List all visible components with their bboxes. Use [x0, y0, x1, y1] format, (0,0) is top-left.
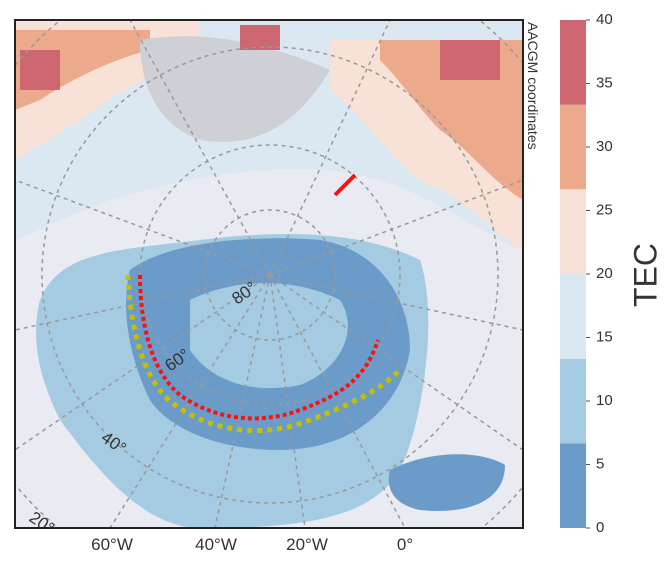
- boundary-markers: [333, 173, 357, 197]
- patch: [388, 454, 505, 511]
- colorbar-tick-label: 0: [596, 519, 604, 536]
- colorbar-label: TEC: [627, 243, 663, 307]
- map-frame: [14, 19, 524, 529]
- graticule: [15, 20, 523, 528]
- colorbar-tick-label: 30: [596, 138, 613, 155]
- patch: [20, 25, 500, 90]
- colorbar-tick-label: 20: [596, 265, 613, 282]
- colorbar-segment: [560, 104, 586, 190]
- colorbar-segment: [560, 274, 586, 359]
- lon-label: 60°W: [91, 535, 133, 554]
- lon-label: 0°: [397, 535, 413, 554]
- colorbar-tick-label: 25: [596, 201, 613, 218]
- patch: [190, 283, 348, 389]
- map-area: 80° 60° 40° 20°: [15, 20, 523, 528]
- patch: [140, 36, 330, 142]
- lon-label: 20°W: [286, 535, 328, 554]
- colorbar-tick-label: 15: [596, 328, 613, 345]
- colorbar: 0 5 10 15 20 25 30 35 40: [560, 11, 613, 536]
- colorbar-tick-label: 40: [596, 11, 613, 28]
- colorbar-tick-label: 10: [596, 392, 613, 409]
- coordinate-label: AACGM coordinates: [525, 22, 541, 150]
- lon-label: 40°W: [195, 535, 237, 554]
- colorbar-segment: [560, 189, 586, 274]
- colorbar-segment: [560, 20, 586, 105]
- colorbar-tick-label: 35: [596, 74, 613, 91]
- colorbar-tick-label: 5: [596, 455, 604, 472]
- colorbar-segment: [560, 443, 586, 528]
- boundary-markers: [138, 274, 380, 421]
- colorbar-segment: [560, 358, 586, 444]
